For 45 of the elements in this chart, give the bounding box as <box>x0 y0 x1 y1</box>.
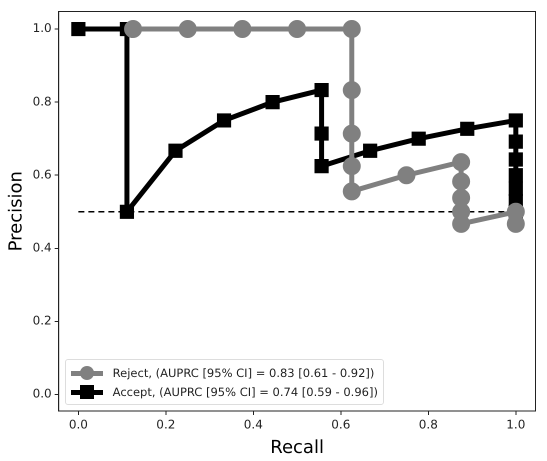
x-tick-label: 1.0 <box>506 417 526 432</box>
point <box>342 20 361 38</box>
point <box>342 157 361 176</box>
point <box>452 172 470 190</box>
point <box>363 144 378 158</box>
x-tick-label: 0.0 <box>68 417 88 432</box>
y-tick-label: 0.4 <box>32 240 52 254</box>
point <box>508 168 523 182</box>
point <box>452 153 470 172</box>
point <box>216 113 232 128</box>
point <box>178 20 197 38</box>
y-tick-label: 0.2 <box>32 314 52 328</box>
point <box>452 188 470 207</box>
x-axis-title: Recall <box>270 436 324 458</box>
point <box>288 20 306 38</box>
legend-label: Accept, (AUPRC [95% CI] = 0.74 [0.59 - 0.96]) <box>112 384 378 398</box>
y-tick-label: 0.0 <box>32 386 52 401</box>
point <box>71 22 86 36</box>
point <box>314 82 329 98</box>
y-tick-label: 1.0 <box>32 21 52 36</box>
point <box>124 20 142 38</box>
point <box>342 182 361 200</box>
y-axis-title: Precision <box>5 171 26 252</box>
x-tick-label: 0.6 <box>331 417 350 432</box>
point <box>342 81 361 100</box>
legend-label: Reject, (AUPRC [95% CI] = 0.83 [0.61 - 0.92]) <box>112 366 374 380</box>
point <box>314 126 329 141</box>
point <box>508 182 523 196</box>
y-tick-label: 0.6 <box>32 167 52 182</box>
point <box>508 134 523 149</box>
point <box>168 144 183 158</box>
point <box>397 166 416 184</box>
x-tick-label: 0.4 <box>244 417 263 432</box>
point <box>314 159 329 174</box>
point <box>233 20 252 38</box>
point <box>508 113 523 128</box>
x-tick-label: 0.2 <box>156 417 176 432</box>
x-tick-label: 0.8 <box>418 417 438 432</box>
point <box>120 204 134 219</box>
point <box>508 152 523 167</box>
point <box>266 95 280 110</box>
point <box>460 122 474 136</box>
point <box>412 132 426 146</box>
point <box>342 124 361 143</box>
y-tick-label: 0.8 <box>32 94 52 108</box>
